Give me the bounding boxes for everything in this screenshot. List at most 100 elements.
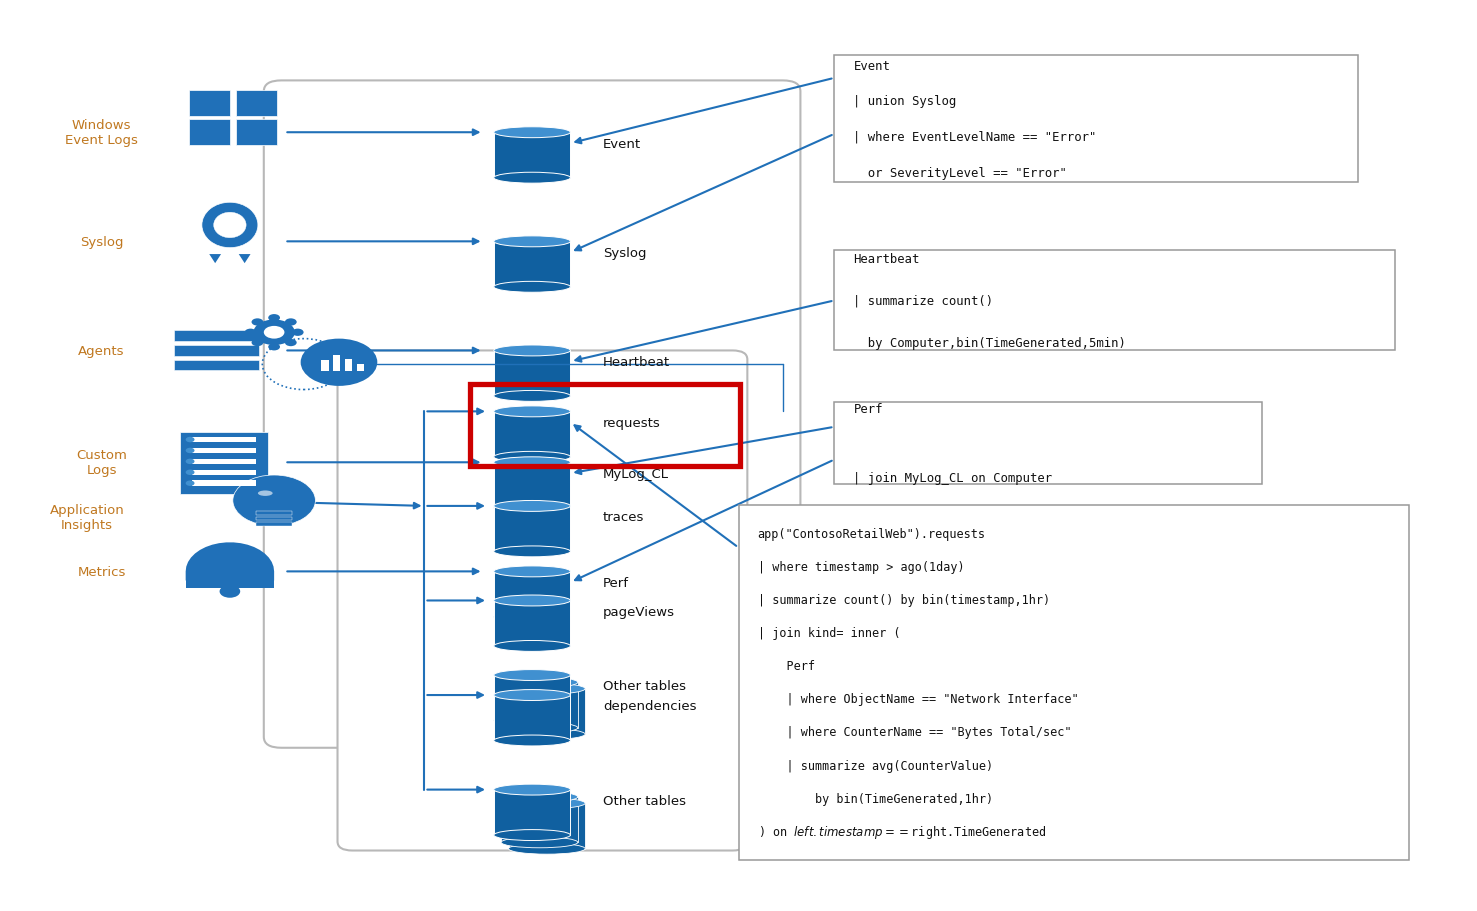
- Circle shape: [220, 586, 241, 599]
- Text: | where timestamp > ago(1day): | where timestamp > ago(1day): [758, 560, 964, 573]
- Circle shape: [186, 459, 195, 465]
- Bar: [334, 355, 341, 372]
- Text: Other tables: Other tables: [603, 680, 685, 692]
- Bar: [257, 517, 292, 521]
- Bar: [257, 523, 292, 527]
- FancyBboxPatch shape: [338, 351, 747, 851]
- Ellipse shape: [493, 567, 570, 578]
- Text: Application
Insights: Application Insights: [50, 503, 124, 531]
- Ellipse shape: [501, 677, 578, 688]
- Circle shape: [186, 448, 195, 454]
- Text: Other tables: Other tables: [603, 794, 685, 807]
- Text: | summarize avg(CounterValue): | summarize avg(CounterValue): [758, 759, 993, 772]
- Circle shape: [233, 476, 316, 527]
- Ellipse shape: [493, 406, 570, 417]
- Ellipse shape: [493, 670, 570, 681]
- Bar: [236, 120, 278, 146]
- Ellipse shape: [493, 345, 570, 356]
- FancyBboxPatch shape: [835, 251, 1394, 351]
- Polygon shape: [493, 790, 570, 835]
- Polygon shape: [186, 543, 275, 581]
- Bar: [346, 359, 352, 372]
- Ellipse shape: [493, 715, 570, 726]
- Ellipse shape: [493, 611, 570, 622]
- Bar: [174, 331, 260, 342]
- Ellipse shape: [493, 128, 570, 138]
- Polygon shape: [501, 682, 578, 728]
- Bar: [257, 512, 292, 516]
- Ellipse shape: [501, 722, 578, 733]
- Text: requests: requests: [603, 416, 660, 429]
- Circle shape: [285, 319, 297, 326]
- Bar: [189, 120, 230, 146]
- Ellipse shape: [493, 690, 570, 701]
- Ellipse shape: [493, 237, 570, 248]
- Text: app("ContosoRetailWeb").requests: app("ContosoRetailWeb").requests: [758, 527, 985, 540]
- Bar: [192, 459, 257, 465]
- Circle shape: [292, 329, 304, 336]
- Circle shape: [186, 470, 195, 476]
- Polygon shape: [508, 804, 585, 849]
- Text: Heartbeat: Heartbeat: [603, 355, 671, 368]
- Bar: [180, 433, 269, 495]
- Polygon shape: [501, 797, 578, 843]
- Ellipse shape: [493, 282, 570, 293]
- Text: pageViews: pageViews: [603, 605, 675, 619]
- Bar: [174, 345, 260, 356]
- Ellipse shape: [493, 503, 570, 514]
- Ellipse shape: [508, 844, 585, 855]
- Ellipse shape: [214, 213, 247, 239]
- Polygon shape: [508, 689, 585, 734]
- Text: Event: Event: [603, 138, 641, 150]
- Text: Heartbeat: Heartbeat: [854, 252, 920, 266]
- Ellipse shape: [493, 173, 570, 184]
- Text: Perf: Perf: [603, 576, 629, 589]
- Polygon shape: [210, 255, 222, 264]
- Text: Syslog: Syslog: [80, 236, 124, 249]
- Text: Syslog: Syslog: [603, 247, 647, 260]
- Text: by Computer,bin(TimeGenerated,5min): by Computer,bin(TimeGenerated,5min): [854, 336, 1127, 350]
- Polygon shape: [493, 463, 570, 508]
- Ellipse shape: [258, 491, 273, 496]
- Circle shape: [251, 340, 263, 347]
- Circle shape: [301, 339, 377, 386]
- Ellipse shape: [493, 452, 570, 463]
- Ellipse shape: [508, 729, 585, 740]
- Polygon shape: [493, 242, 570, 288]
- Polygon shape: [493, 695, 570, 741]
- Circle shape: [251, 319, 263, 326]
- Text: dependencies: dependencies: [603, 700, 696, 712]
- Text: or SeverityLevel == "Error": or SeverityLevel == "Error": [854, 167, 1068, 179]
- FancyBboxPatch shape: [835, 403, 1261, 485]
- Bar: [174, 360, 260, 371]
- Polygon shape: [493, 351, 570, 396]
- Polygon shape: [493, 572, 570, 617]
- Circle shape: [254, 320, 295, 345]
- Bar: [189, 91, 230, 117]
- Text: MyLog_CL: MyLog_CL: [603, 467, 669, 480]
- Polygon shape: [493, 675, 570, 721]
- Text: Perf: Perf: [854, 403, 883, 415]
- Text: ) on $left.timestamp == $right.TimeGenerated: ) on $left.timestamp == $right.TimeGener…: [758, 823, 1046, 840]
- Text: Metrics: Metrics: [77, 565, 126, 578]
- Ellipse shape: [202, 203, 258, 249]
- Text: Custom
Logs: Custom Logs: [77, 449, 127, 476]
- Polygon shape: [493, 507, 570, 552]
- Text: | summarize count(): | summarize count(): [854, 294, 994, 308]
- Bar: [192, 481, 257, 486]
- Ellipse shape: [508, 683, 585, 694]
- Ellipse shape: [493, 735, 570, 746]
- Text: | join kind= inner (: | join kind= inner (: [758, 627, 899, 640]
- Circle shape: [285, 340, 297, 347]
- FancyBboxPatch shape: [264, 81, 801, 748]
- Bar: [192, 448, 257, 454]
- Circle shape: [245, 329, 257, 336]
- Circle shape: [186, 481, 195, 486]
- Bar: [192, 470, 257, 476]
- FancyBboxPatch shape: [835, 56, 1357, 183]
- Ellipse shape: [493, 391, 570, 402]
- Text: | where ObjectName == "Network Interface": | where ObjectName == "Network Interface…: [758, 692, 1078, 706]
- Circle shape: [269, 343, 281, 351]
- Text: | summarize count() by bin(timestamp,1hr): | summarize count() by bin(timestamp,1hr…: [758, 593, 1050, 607]
- Ellipse shape: [493, 457, 570, 468]
